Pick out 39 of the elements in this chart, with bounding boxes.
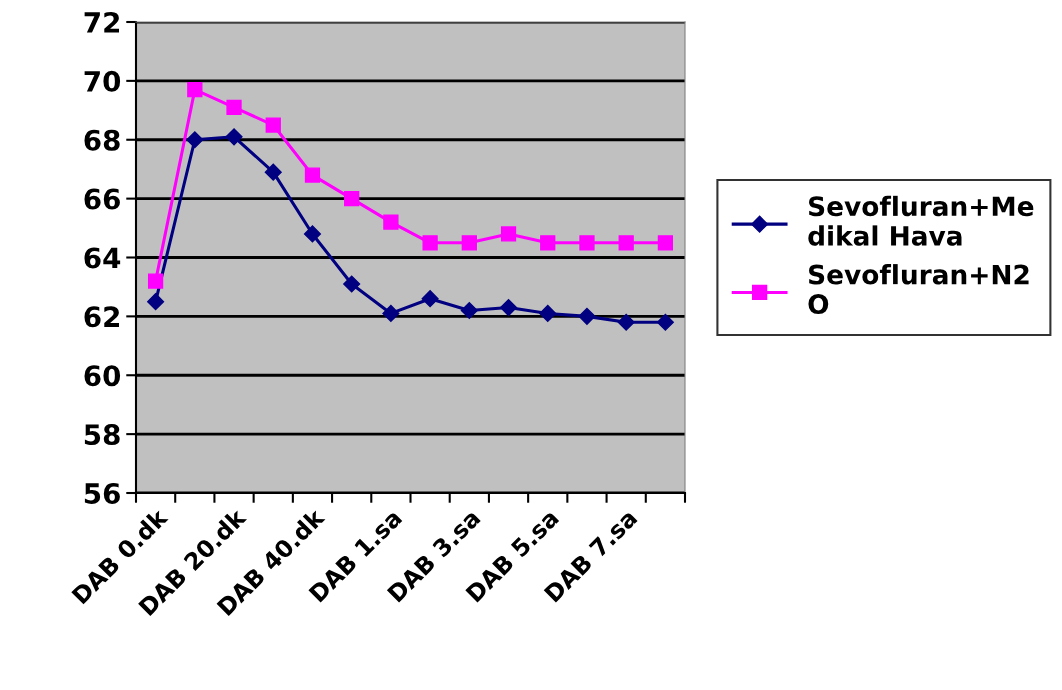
point xyxy=(382,304,400,322)
point xyxy=(656,313,674,331)
point xyxy=(265,117,281,133)
point xyxy=(499,298,518,317)
point xyxy=(225,128,243,146)
point xyxy=(579,235,595,251)
point xyxy=(422,235,438,251)
y-tick-label: 70 xyxy=(84,70,121,92)
y-tick-label: 66 xyxy=(84,188,120,210)
point xyxy=(303,225,322,243)
y-tick-label: 72 xyxy=(84,11,119,33)
y-tick-label: 68 xyxy=(84,129,120,151)
point xyxy=(147,273,164,289)
point xyxy=(460,301,478,320)
point xyxy=(540,235,556,251)
point xyxy=(461,235,477,251)
point xyxy=(617,313,635,331)
point xyxy=(226,99,242,116)
y-tick-label: 58 xyxy=(84,424,120,446)
point xyxy=(147,293,165,311)
point xyxy=(343,275,361,293)
point xyxy=(186,131,204,149)
y-tick-label: 64 xyxy=(84,247,121,269)
point xyxy=(304,167,321,183)
point xyxy=(344,190,360,207)
point xyxy=(187,82,203,98)
y-tick-label: 62 xyxy=(84,306,119,328)
y-tick-label: 56 xyxy=(84,482,120,504)
point xyxy=(618,235,634,251)
point xyxy=(421,290,439,308)
y-tick-label: 60 xyxy=(84,365,121,387)
point xyxy=(657,235,674,251)
legend-label: Sevofluran+N2O xyxy=(808,264,1029,315)
point xyxy=(578,307,596,325)
point xyxy=(264,163,282,181)
point xyxy=(539,304,557,322)
point xyxy=(500,226,517,242)
legend-label: Sevofluran+Medikal Hava xyxy=(808,195,1034,246)
point xyxy=(383,214,399,230)
